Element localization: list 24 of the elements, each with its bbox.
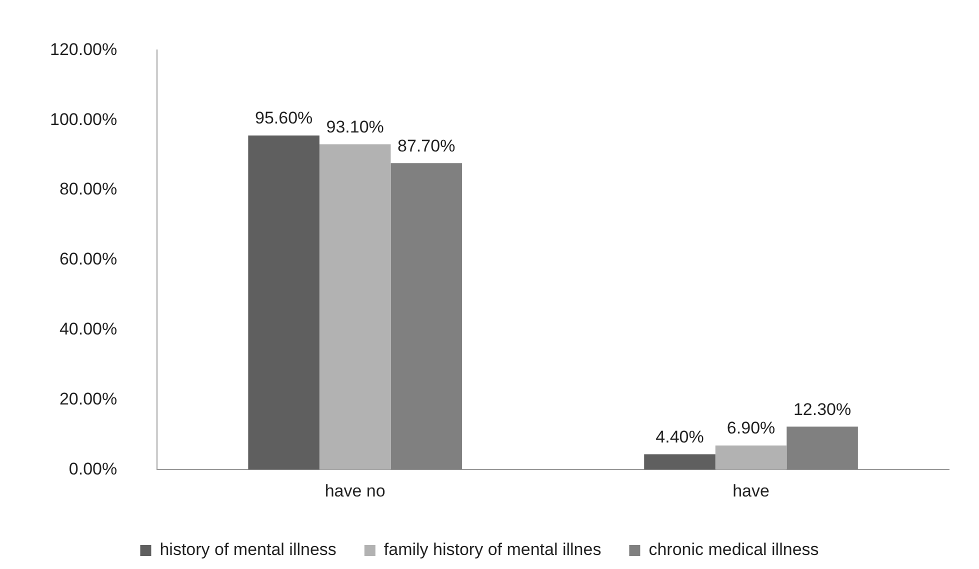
bar bbox=[715, 445, 787, 470]
y-tick-label: 40.00% bbox=[59, 319, 118, 338]
y-tick-label: 20.00% bbox=[59, 389, 118, 408]
data-label: 95.60% bbox=[254, 108, 313, 128]
y-tick-label: 0.00% bbox=[68, 459, 118, 478]
y-tick-label: 120.00% bbox=[50, 40, 118, 59]
bar bbox=[390, 163, 462, 470]
y-tick-label: 80.00% bbox=[59, 180, 118, 199]
data-label: 12.30% bbox=[793, 400, 852, 419]
bar bbox=[248, 135, 320, 470]
bar bbox=[319, 144, 391, 470]
x-tick-label: have no bbox=[324, 481, 386, 500]
y-tick-label: 60.00% bbox=[59, 250, 118, 269]
data-label: 93.10% bbox=[326, 117, 384, 136]
bar bbox=[786, 426, 858, 470]
data-label: 4.40% bbox=[656, 427, 704, 446]
data-label: 87.70% bbox=[398, 136, 456, 156]
x-tick-label: have bbox=[732, 481, 770, 500]
data-label: 6.90% bbox=[726, 418, 776, 438]
bar bbox=[644, 454, 716, 470]
legend-label: history of mental illness bbox=[160, 540, 336, 560]
legend-label: chronic medical illness bbox=[648, 540, 819, 560]
legend-label: family history of mental illnes bbox=[384, 540, 602, 560]
y-tick-label: 100.00% bbox=[50, 110, 118, 129]
